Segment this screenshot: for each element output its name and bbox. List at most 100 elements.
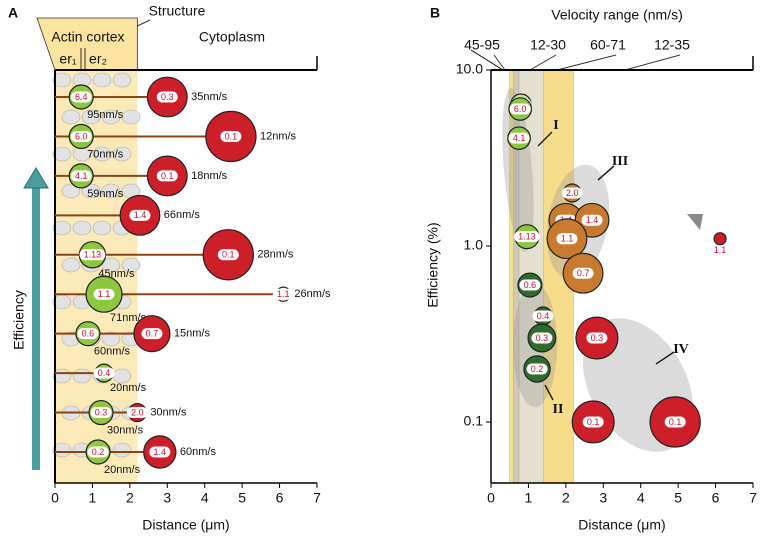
speed-label: 71nm/s: [110, 312, 147, 324]
arrow-head: [23, 167, 49, 189]
x-tick-label: 1: [89, 490, 97, 506]
bubble-label: 4.1: [513, 133, 526, 143]
layer-label: er₂: [89, 51, 107, 67]
speed-label: 95nm/s: [87, 109, 124, 121]
velocity-leader: [493, 54, 506, 71]
x-tick-label: 4: [201, 490, 209, 506]
bubble-label: 0.6: [82, 329, 95, 339]
cell: [52, 220, 72, 236]
bubble-label: 0.4: [98, 368, 111, 378]
speed-label: 20nm/s: [104, 464, 141, 476]
x-tick-label: 3: [163, 490, 171, 506]
bubble-label: 0.1: [225, 131, 238, 141]
cell: [61, 257, 81, 273]
group-label: IV: [673, 342, 689, 357]
label-pill: [93, 367, 115, 379]
label-pill: [156, 170, 178, 182]
group-leader: [537, 131, 553, 147]
label-pill: [561, 187, 583, 199]
bubble-label: 0.1: [161, 171, 174, 181]
label-pill: [77, 328, 99, 340]
cell: [112, 72, 132, 88]
bubble-label: 0.3: [536, 333, 549, 343]
cell: [52, 146, 72, 162]
label-pill: [513, 231, 540, 243]
speed-label: 35nm/s: [191, 91, 228, 103]
bubble-label: 0.1: [587, 417, 600, 427]
label-pill: [586, 332, 608, 344]
cell: [61, 183, 81, 199]
group-leader: [655, 351, 675, 365]
bubble-label: 2.0: [131, 407, 144, 417]
y-tick-label: 10.0: [456, 61, 483, 77]
cell: [92, 72, 112, 88]
speed-label: 30nm/s: [107, 424, 144, 436]
group-label: III: [612, 154, 628, 169]
velocity-leader: [556, 54, 617, 71]
speed-label: 12nm/s: [260, 130, 297, 142]
cell: [121, 109, 141, 125]
bubble-label: 0.2: [92, 447, 105, 457]
region-label: Cytoplasm: [199, 29, 265, 45]
x-tick-label: 0: [487, 490, 495, 506]
bubble-label: 0.7: [577, 268, 590, 278]
speed-label: 59nm/s: [87, 188, 124, 200]
label-pill: [79, 249, 106, 261]
cell: [101, 257, 121, 273]
x-tick-label: 5: [674, 490, 682, 506]
bubble-label: 1.1: [714, 245, 727, 255]
x-tick-label: 7: [749, 490, 757, 506]
cell: [61, 109, 81, 125]
bubble-label: 1.1: [561, 234, 574, 244]
y-tick-label: 0.1: [464, 413, 484, 429]
y-axis-label: Efficiency: [11, 290, 27, 350]
layer-label: er₁: [59, 51, 76, 67]
cell: [101, 109, 121, 125]
x-tick-label: 3: [599, 490, 607, 506]
label-pill: [556, 233, 578, 245]
x-tick-label: 4: [637, 490, 645, 506]
label-pill: [217, 249, 239, 261]
label-pill: [526, 363, 548, 375]
label-pill: [664, 416, 686, 428]
velocity-label: 60-71: [590, 37, 626, 53]
label-pill: [93, 288, 115, 300]
bubble-label: 0.1: [669, 417, 682, 427]
cell: [72, 220, 92, 236]
cell: [112, 368, 132, 384]
bubble-label: 0.1: [222, 250, 235, 260]
x-tick-label: 0: [51, 490, 59, 506]
bubble-label: 0.3: [95, 407, 108, 417]
label-pill: [220, 130, 242, 142]
x-tick-label: 5: [238, 490, 246, 506]
bubble-label: 0.3: [161, 92, 174, 102]
speed-label: 15nm/s: [174, 328, 211, 340]
label-pill: [129, 209, 151, 221]
cell: [81, 183, 101, 199]
bubble-label: 0.3: [591, 333, 604, 343]
velocity-leader: [529, 54, 557, 71]
bubble-label: 1.4: [154, 447, 167, 457]
cell: [52, 442, 72, 458]
cell: [112, 146, 132, 162]
velocity-label: 45-95: [464, 37, 500, 53]
cell: [52, 72, 72, 88]
bubble-label: 4.1: [75, 171, 88, 181]
bubble-label: 0.4: [537, 311, 550, 321]
x-axis-label: Distance (μm): [142, 517, 229, 533]
bubble-label: 0.2: [531, 364, 544, 374]
structure-title: Structure: [149, 3, 206, 19]
panel-label: B: [430, 5, 440, 21]
velocity-title: Velocity range (nm/s): [551, 7, 683, 23]
label-pill: [70, 170, 92, 182]
label-pill: [141, 328, 163, 340]
label-pill: [126, 407, 148, 419]
label-pill: [508, 132, 530, 144]
cell: [121, 257, 141, 273]
panel-b: B Velocity range (nm/s) 45-95 12-30 60-71 12-…: [425, 5, 757, 533]
speed-label: 20nm/s: [110, 382, 147, 394]
bubble-label: 1.13: [84, 250, 102, 260]
label-pill: [156, 91, 178, 103]
speed-label: 60nm/s: [94, 346, 131, 358]
